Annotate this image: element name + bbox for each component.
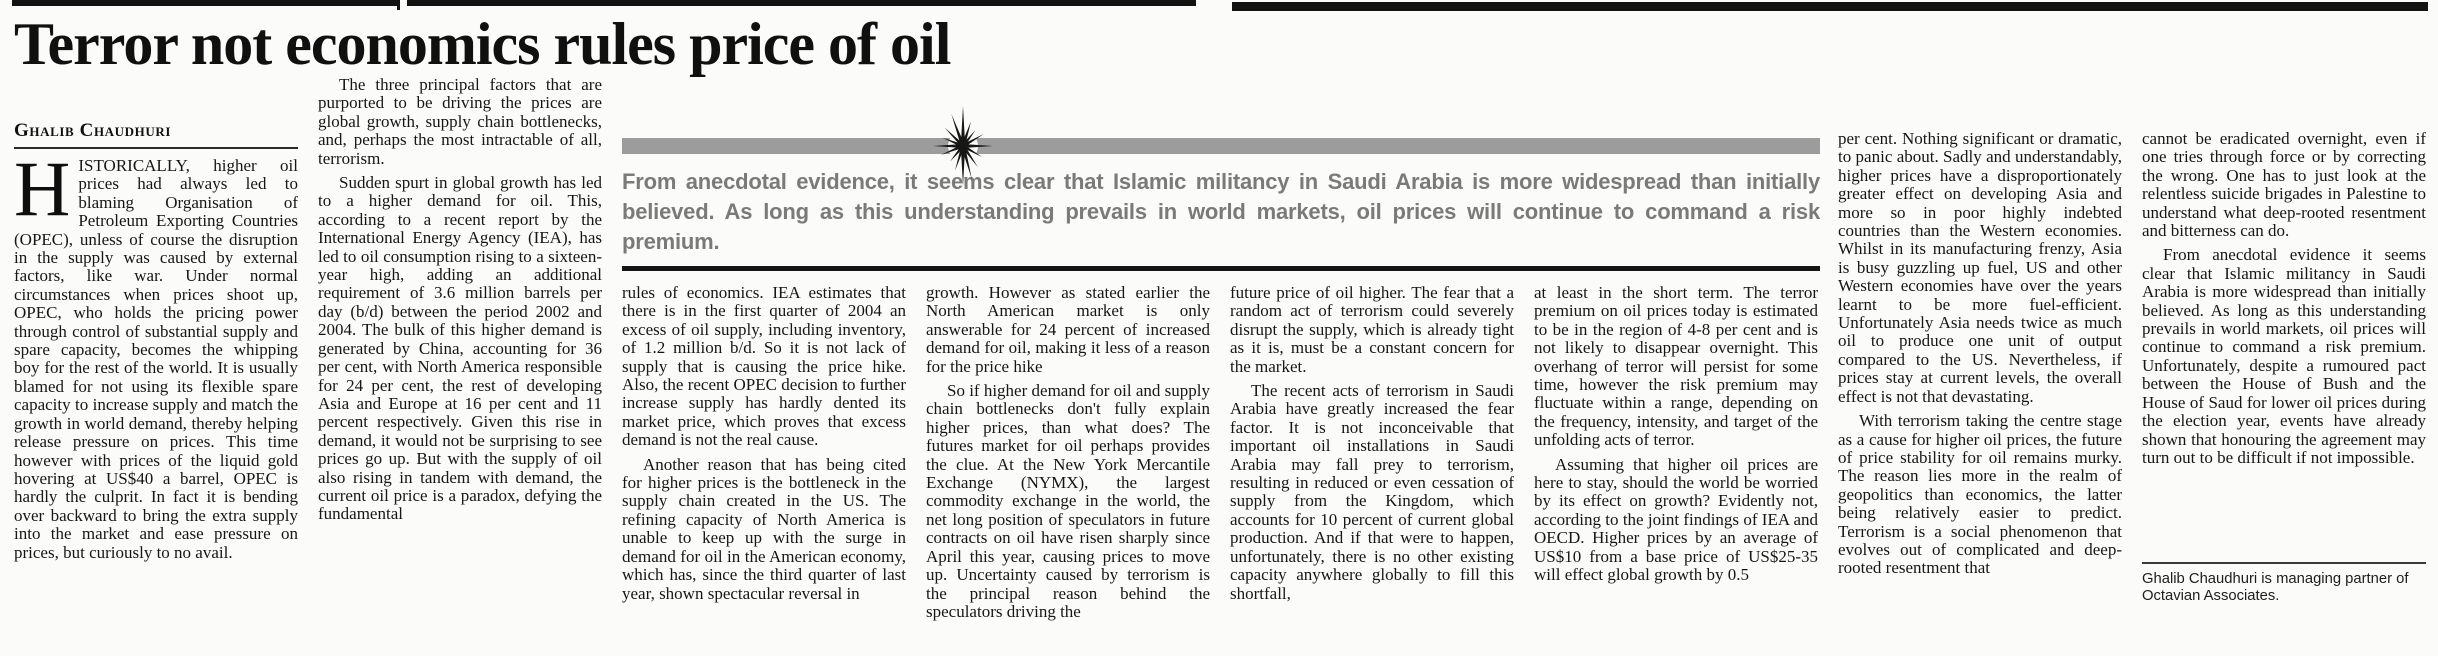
article-column-1: Ghalib Chaudhuri H ISTORICALLY, higher oi… [14, 120, 298, 562]
quote-top-bar [622, 138, 1820, 154]
article-column-6: at least in the short term. The terror p… [1534, 283, 1818, 585]
paragraph: at least in the short term. The terror p… [1534, 283, 1818, 450]
top-border-segment [1232, 2, 2428, 11]
byline: Ghalib Chaudhuri [14, 120, 298, 149]
author-note: Ghalib Chaudhuri is managing partner of … [2142, 562, 2426, 604]
attribution: Ghalib Chaudhuri is managing partner of … [2142, 571, 2409, 604]
headline: Terror not economics rules price of oil [14, 11, 951, 77]
paragraph: rules of economics. IEA estimates that t… [622, 283, 906, 450]
paragraph: cannot be eradicated overnight, even if … [2142, 129, 2426, 241]
article-column-3: rules of economics. IEA estimates that t… [622, 283, 906, 603]
article-column-7: per cent. Nothing significant or dramati… [1838, 129, 2122, 578]
paragraph: The three principal factors that are pur… [318, 75, 602, 168]
paragraph: per cent. Nothing significant or dramati… [1838, 129, 2122, 406]
article-column-2: The three principal factors that are pur… [318, 75, 602, 524]
paragraph: Another reason that has being cited for … [622, 454, 906, 603]
starburst-icon [933, 106, 993, 186]
paragraph: Sudden spurt in global growth has led to… [318, 173, 602, 524]
top-border-segment [12, 0, 398, 6]
paragraph: future price of oil higher. The fear tha… [1230, 283, 1514, 376]
top-border-stub [397, 0, 400, 10]
article-column-4: growth. However as stated earlier the No… [926, 283, 1210, 621]
paragraph: So if higher demand for oil and supply c… [926, 381, 1210, 621]
paragraph: The recent acts of terrorism in Saudi Ar… [1230, 381, 1514, 603]
quote-bottom-rule [622, 266, 1820, 271]
drop-cap: H [14, 145, 71, 232]
pull-quote: From anecdotal evidence, it seems clear … [622, 106, 1820, 271]
paragraph: With terrorism taking the centre stage a… [1838, 411, 2122, 578]
paragraph: growth. However as stated earlier the No… [926, 283, 1210, 376]
author-note-rule [2142, 562, 2426, 564]
pull-quote-text: From anecdotal evidence, it seems clear … [622, 169, 1820, 254]
paragraph: H ISTORICALLY, higher oil prices had alwa… [14, 145, 298, 562]
paragraph-text: ISTORICALLY, higher oil prices had alway… [14, 156, 298, 562]
paragraph: From anecdotal evidence it seems clear t… [2142, 245, 2426, 467]
article-column-5: future price of oil higher. The fear tha… [1230, 283, 1514, 603]
article-column-8: cannot be eradicated overnight, even if … [2142, 129, 2426, 467]
paragraph: Assuming that higher oil prices are here… [1534, 454, 1818, 585]
top-border-segment [407, 0, 1196, 6]
